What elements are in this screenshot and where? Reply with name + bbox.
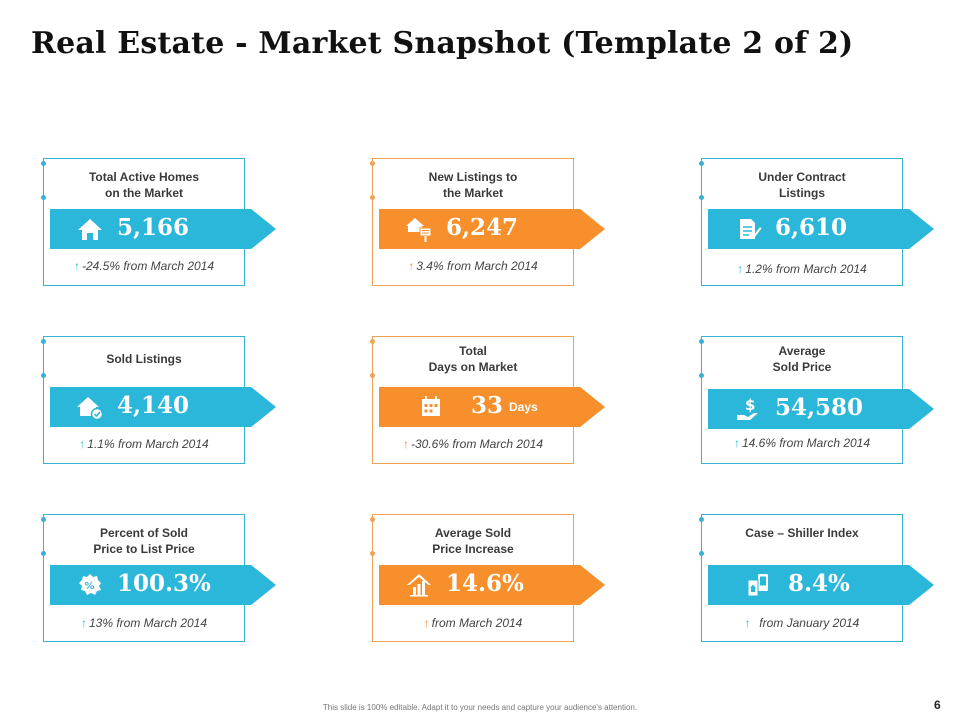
metric-change: ↑ -24.5% from March 2014 [73, 259, 215, 273]
connector-dot [699, 551, 704, 556]
metric-value: 33 Days [471, 392, 538, 419]
metric-value: 6,247 [446, 214, 519, 241]
contract-icon [734, 215, 762, 243]
arrow-up-icon: ↑ [744, 616, 751, 630]
card-under-contract: Under Contract Listings 6,610 ↑ 1.2% from… [699, 158, 934, 286]
metric-label: Sold Listings [106, 352, 182, 366]
page-title: Real Estate - Market Snapshot (Template … [31, 26, 854, 61]
metric-value: 4,140 [117, 392, 190, 419]
metric-banner: $ 54,580 [708, 389, 934, 429]
metric-label: Percent of Sold Price to List Price [93, 526, 195, 556]
connector-line [701, 341, 702, 375]
arrow-up-icon: ↑ [733, 436, 740, 450]
metric-banner: 6,247 [379, 209, 605, 249]
connector-line [372, 519, 373, 553]
house-check-icon [76, 393, 104, 421]
card-average-sold-price: Average Sold Price $ 54,580 ↑ 14.6% from … [699, 336, 934, 464]
connector-line [372, 341, 373, 375]
page-number: 6 [934, 698, 941, 712]
connector-dot [699, 517, 704, 522]
connector-line [43, 341, 44, 375]
arrow-up-icon: ↑ [79, 437, 86, 451]
card-case-shiller-index: Case – Shiller Index 8.4% ↑ from January… [699, 514, 934, 642]
house-icon [76, 215, 104, 243]
connector-dot [41, 373, 46, 378]
metric-change: ↑ from March 2014 [423, 616, 523, 630]
metric-label: Average Sold Price [772, 344, 832, 374]
metric-value: 14.6% [446, 570, 524, 597]
arrow-up-icon: ↑ [423, 616, 430, 630]
connector-dot [699, 373, 704, 378]
metric-change: ↑ 1.2% from March 2014 [737, 262, 867, 276]
connector-line [43, 519, 44, 553]
connector-dot [370, 195, 375, 200]
svg-text:%: % [85, 581, 95, 592]
connector-line [43, 163, 44, 197]
calendar-icon [417, 393, 445, 421]
connector-dot [370, 339, 375, 344]
card-percent-sold-to-list: Percent of Sold Price to List Price % 10… [41, 514, 276, 642]
metric-banner: 14.6% [379, 565, 605, 605]
connector-dot [41, 161, 46, 166]
card-total-active-homes: Total Active Homes on the Market 5,166 ↑… [41, 158, 276, 286]
metric-change: ↑ 13% from March 2014 [80, 616, 208, 630]
connector-dot [41, 195, 46, 200]
connector-line [701, 163, 702, 197]
metric-change: ↑ 1.1% from March 2014 [79, 437, 209, 451]
metric-label: Under Contract Listings [758, 170, 846, 200]
connector-line [701, 519, 702, 553]
connector-dot [370, 161, 375, 166]
card-average-sold-price-increase: Average Sold Price Increase 14.6% ↑ from … [370, 514, 605, 642]
metric-unit: Days [509, 400, 538, 414]
metric-label: Total Active Homes on the Market [88, 170, 200, 200]
metric-value: 54,580 [775, 394, 864, 421]
connector-line [372, 163, 373, 197]
metric-change: ↑ 3.4% from March 2014 [408, 259, 538, 273]
metric-value: 100.3% [117, 570, 211, 597]
arrow-up-icon: ↑ [737, 262, 744, 276]
connector-dot [699, 161, 704, 166]
connector-dot [699, 195, 704, 200]
connector-dot [370, 517, 375, 522]
arrow-up-icon: ↑ [80, 616, 87, 630]
connector-dot [41, 339, 46, 344]
metric-banner: % 100.3% [50, 565, 276, 605]
arrow-up-icon: ↑ [402, 437, 409, 451]
card-sold-listings: Sold Listings 4,140 ↑ 1.1% from March 201… [41, 336, 276, 464]
metric-label: Total Days on Market [428, 344, 518, 374]
metric-banner: 33 Days [379, 387, 605, 427]
connector-dot [370, 551, 375, 556]
house-chart-icon [405, 571, 433, 599]
connector-dot [41, 517, 46, 522]
metric-change: ↑ -30.6% from March 2014 [402, 437, 544, 451]
card-new-listings: New Listings to the Market 6,247 ↑ 3.4% f… [370, 158, 605, 286]
house-sign-icon [405, 215, 433, 243]
metric-value: 8.4% [788, 570, 850, 597]
card-days-on-market: Total Days on Market 33 Days ↑ -30.6% from… [370, 336, 605, 464]
metric-value: 5,166 [117, 214, 190, 241]
arrow-up-icon: ↑ [408, 259, 415, 273]
arrow-up-icon: ↑ [73, 259, 80, 273]
metric-banner: 4,140 [50, 387, 276, 427]
metric-banner: 5,166 [50, 209, 276, 249]
metric-label: Average Sold Price Increase [432, 526, 514, 556]
percent-badge-icon: % [76, 571, 104, 599]
metric-banner: 6,610 [708, 209, 934, 249]
connector-dot [370, 373, 375, 378]
footer-note: This slide is 100% editable. Adapt it to… [322, 703, 638, 712]
metric-label: Case – Shiller Index [745, 526, 859, 540]
connector-dot [41, 551, 46, 556]
svg-text:$: $ [745, 396, 755, 414]
metric-banner: 8.4% [708, 565, 934, 605]
dollar-hand-icon: $ [734, 395, 762, 423]
metric-change: ↑ from January 2014 [744, 616, 860, 630]
connector-dot [699, 339, 704, 344]
metric-label: New Listings to the Market [428, 170, 518, 200]
metric-value: 6,610 [775, 214, 848, 241]
metric-change: ↑ 14.6% from March 2014 [733, 436, 871, 450]
phone-doc-icon [744, 571, 772, 599]
